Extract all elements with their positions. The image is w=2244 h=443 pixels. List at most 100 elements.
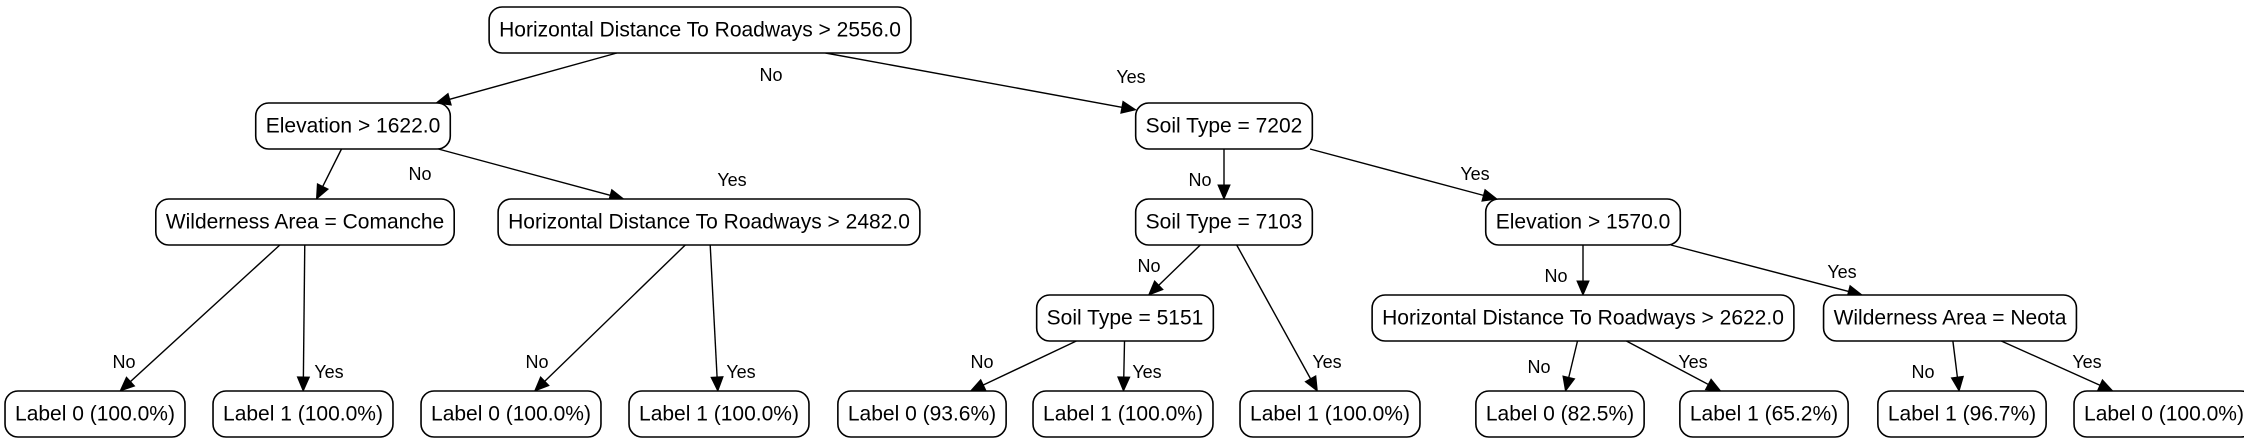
decision-node: Horizontal Distance To Roadways > 2556.0 [488, 6, 912, 54]
arrowhead-icon [1147, 280, 1164, 296]
edge-line [825, 52, 1123, 108]
edge-label: No [408, 164, 431, 184]
edge-label: Yes [1116, 67, 1145, 87]
node-label: Soil Type = 7202 [1146, 115, 1303, 138]
arrowhead-icon [2096, 378, 2114, 392]
leaf-node: Label 1 (100.0%) [212, 390, 394, 438]
edge-label: Yes [717, 170, 746, 190]
edge-n2-n6: Yes [1309, 148, 1499, 202]
edge-n7-l5: No [969, 340, 1077, 392]
node-label: Label 1 (100.0%) [1250, 403, 1410, 426]
edge-line [449, 52, 618, 100]
leaf-node: Label 0 (100.0%) [4, 390, 186, 438]
node-box [2073, 390, 2244, 438]
node-label: Label 1 (100.0%) [1043, 403, 1203, 426]
decision-node: Soil Type = 5151 [1035, 294, 1215, 342]
node-box [1239, 390, 1421, 438]
edge-n4-l4: Yes [709, 244, 756, 393]
node-label: Label 1 (100.0%) [223, 403, 383, 426]
node-label: Label 0 (100.0%) [15, 403, 175, 426]
edge-line [1626, 340, 1709, 386]
edge-n6-n9: Yes [1670, 244, 1864, 298]
edge-line [1568, 340, 1579, 378]
decision-node: Wilderness Area = Neota [1822, 294, 2078, 342]
node-label: Wilderness Area = Comanche [166, 211, 444, 234]
leaf-node: Label 0 (100.0%) [420, 390, 602, 438]
leaf-node: Label 1 (100.0%) [1032, 390, 1214, 438]
edge-n8-l8: No [1527, 340, 1579, 393]
node-label: Elevation > 1570.0 [1496, 211, 1671, 234]
node-box [1877, 390, 2047, 438]
edge-line [1158, 244, 1201, 286]
arrowhead-icon [1562, 375, 1576, 393]
leaf-node: Label 0 (100.0%) [2073, 390, 2244, 438]
edge-label: No [112, 352, 135, 372]
edge-label: Yes [1827, 262, 1856, 282]
node-box [1475, 390, 1645, 438]
arrowhead-icon [1576, 280, 1590, 297]
leaf-node: Label 1 (96.7%) [1877, 390, 2047, 438]
edge-n0-n1: No [434, 52, 783, 106]
leaf-node: Label 0 (93.6%) [837, 390, 1007, 438]
edge-label: No [1911, 362, 1934, 382]
decision-node: Elevation > 1622.0 [254, 102, 452, 150]
edge-line [130, 244, 281, 383]
node-label: Horizontal Distance To Roadways > 2622.0 [1382, 307, 1784, 330]
node-box [155, 198, 455, 246]
leaf-node: Label 1 (65.2%) [1679, 390, 1849, 438]
node-box [1035, 294, 1215, 342]
edge-label: No [1137, 256, 1160, 276]
arrowhead-icon [969, 378, 987, 392]
arrowhead-icon [1704, 378, 1722, 392]
node-label: Horizontal Distance To Roadways > 2482.0 [508, 211, 910, 234]
edge-label: No [970, 352, 993, 372]
edge-n7-l6: Yes [1117, 340, 1162, 393]
decision-node: Soil Type = 7103 [1134, 198, 1314, 246]
edge-label: Yes [1312, 352, 1341, 372]
node-box [420, 390, 602, 438]
arrowhead-icon [1481, 188, 1499, 202]
edge-n6-n8: No [1544, 245, 1590, 297]
node-label: Label 0 (100.0%) [431, 403, 591, 426]
leaf-node: Label 1 (100.0%) [1239, 390, 1421, 438]
node-box [1484, 198, 1682, 246]
edge-label: No [525, 352, 548, 372]
node-box [1822, 294, 2078, 342]
edge-label: No [759, 65, 782, 85]
edge-label: Yes [2072, 352, 2101, 372]
arrowhead-icon [119, 376, 136, 392]
edge-line [322, 148, 343, 187]
decision-node: Soil Type = 7202 [1134, 102, 1314, 150]
edge-line [709, 244, 718, 378]
edge-line [2000, 340, 2101, 386]
decision-node: Elevation > 1570.0 [1484, 198, 1682, 246]
edge-n9-l11: Yes [2000, 340, 2114, 392]
arrowhead-icon [1950, 375, 1965, 393]
arrowhead-icon [1304, 375, 1318, 393]
node-box [1134, 198, 1314, 246]
arrowhead-icon [710, 376, 724, 393]
edge-n4-l3: No [525, 244, 686, 392]
node-label: Label 0 (100.0%) [2084, 403, 2244, 426]
leaf-node: Label 1 (100.0%) [628, 390, 810, 438]
node-label: Soil Type = 7103 [1146, 211, 1303, 234]
edge-line [438, 148, 611, 197]
node-box [628, 390, 810, 438]
node-label: Label 1 (65.2%) [1690, 403, 1838, 426]
decision-node: Horizontal Distance To Roadways > 2482.0 [497, 198, 921, 246]
arrowhead-icon [1120, 100, 1137, 114]
node-box [488, 6, 912, 54]
node-box [212, 390, 394, 438]
edge-line [1236, 244, 1312, 380]
decision-node: Horizontal Distance To Roadways > 2622.0 [1371, 294, 1795, 342]
edge-label: Yes [1678, 352, 1707, 372]
edge-label: No [1527, 357, 1550, 377]
node-box [497, 198, 921, 246]
node-box [1134, 102, 1314, 150]
edge-label: Yes [1132, 362, 1161, 382]
edge-line [302, 244, 306, 378]
node-box [254, 102, 452, 150]
edges-layer: No Yes No Yes No Yes No Yes No Yes No Yes No Yes No Yes… [112, 52, 2114, 393]
edge-n3-l2: Yes [296, 244, 344, 393]
